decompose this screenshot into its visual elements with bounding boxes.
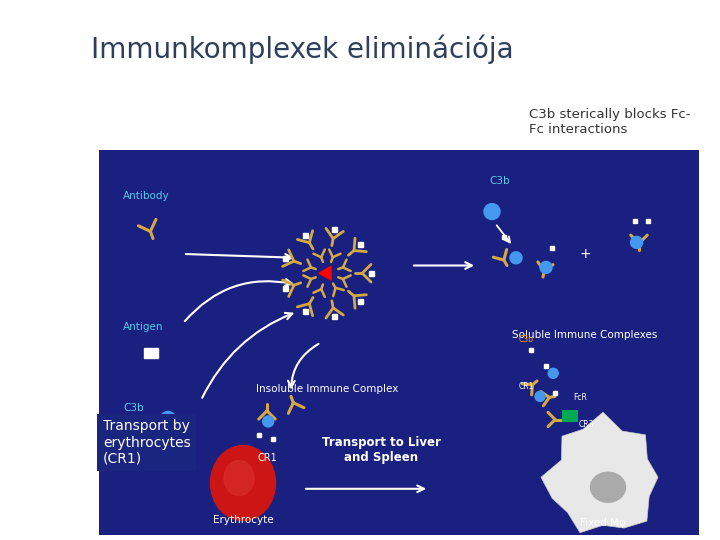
Circle shape xyxy=(510,252,522,264)
Text: CR1: CR1 xyxy=(519,382,534,391)
Bar xyxy=(332,314,337,319)
Text: Antibody: Antibody xyxy=(123,191,170,201)
Bar xyxy=(144,348,158,358)
Text: CR1: CR1 xyxy=(257,453,277,463)
Circle shape xyxy=(631,237,643,248)
Bar xyxy=(529,348,533,352)
Bar xyxy=(302,233,307,238)
Text: C3b: C3b xyxy=(123,403,143,413)
Bar xyxy=(359,242,363,247)
Circle shape xyxy=(160,411,176,428)
Text: Soluble Immune Complexes: Soluble Immune Complexes xyxy=(513,330,657,340)
Bar xyxy=(257,433,261,437)
Polygon shape xyxy=(541,412,658,532)
Bar xyxy=(633,219,636,223)
Text: C3b sterically blocks Fc-
Fc interactions: C3b sterically blocks Fc- Fc interaction… xyxy=(529,108,690,136)
Bar xyxy=(332,227,337,232)
Circle shape xyxy=(263,416,274,427)
Text: C3b: C3b xyxy=(489,176,510,186)
Circle shape xyxy=(540,261,552,273)
Circle shape xyxy=(548,368,558,379)
Bar xyxy=(359,299,363,304)
Bar xyxy=(550,246,554,250)
Circle shape xyxy=(535,392,545,401)
Bar xyxy=(283,255,288,261)
Bar xyxy=(99,150,699,535)
Bar xyxy=(369,271,374,276)
Bar xyxy=(271,437,275,441)
Text: Transport by
erythrocytes
(CR1): Transport by erythrocytes (CR1) xyxy=(103,420,191,466)
FancyBboxPatch shape xyxy=(562,410,578,422)
Circle shape xyxy=(484,204,500,220)
Text: FcR: FcR xyxy=(573,393,587,402)
Bar xyxy=(544,363,548,368)
Text: Insoluble Immune Complex: Insoluble Immune Complex xyxy=(256,384,398,394)
Text: Transport to Liver
and Spleen: Transport to Liver and Spleen xyxy=(322,436,441,464)
Ellipse shape xyxy=(590,472,626,502)
Text: CR3: CR3 xyxy=(579,420,595,429)
Bar xyxy=(283,286,288,291)
Bar xyxy=(502,234,506,239)
Ellipse shape xyxy=(224,461,254,496)
Text: Immunkomplexek eliminációja: Immunkomplexek eliminációja xyxy=(91,35,513,64)
Text: Antigen: Antigen xyxy=(123,322,163,332)
Text: C3b: C3b xyxy=(519,335,534,345)
Bar xyxy=(553,390,557,395)
Ellipse shape xyxy=(210,446,276,521)
Text: Fixed Mφ: Fixed Mφ xyxy=(580,518,626,529)
Text: +: + xyxy=(579,247,591,261)
Text: Erythrocyte: Erythrocyte xyxy=(212,515,274,524)
Bar xyxy=(646,219,650,223)
Bar xyxy=(302,309,307,314)
